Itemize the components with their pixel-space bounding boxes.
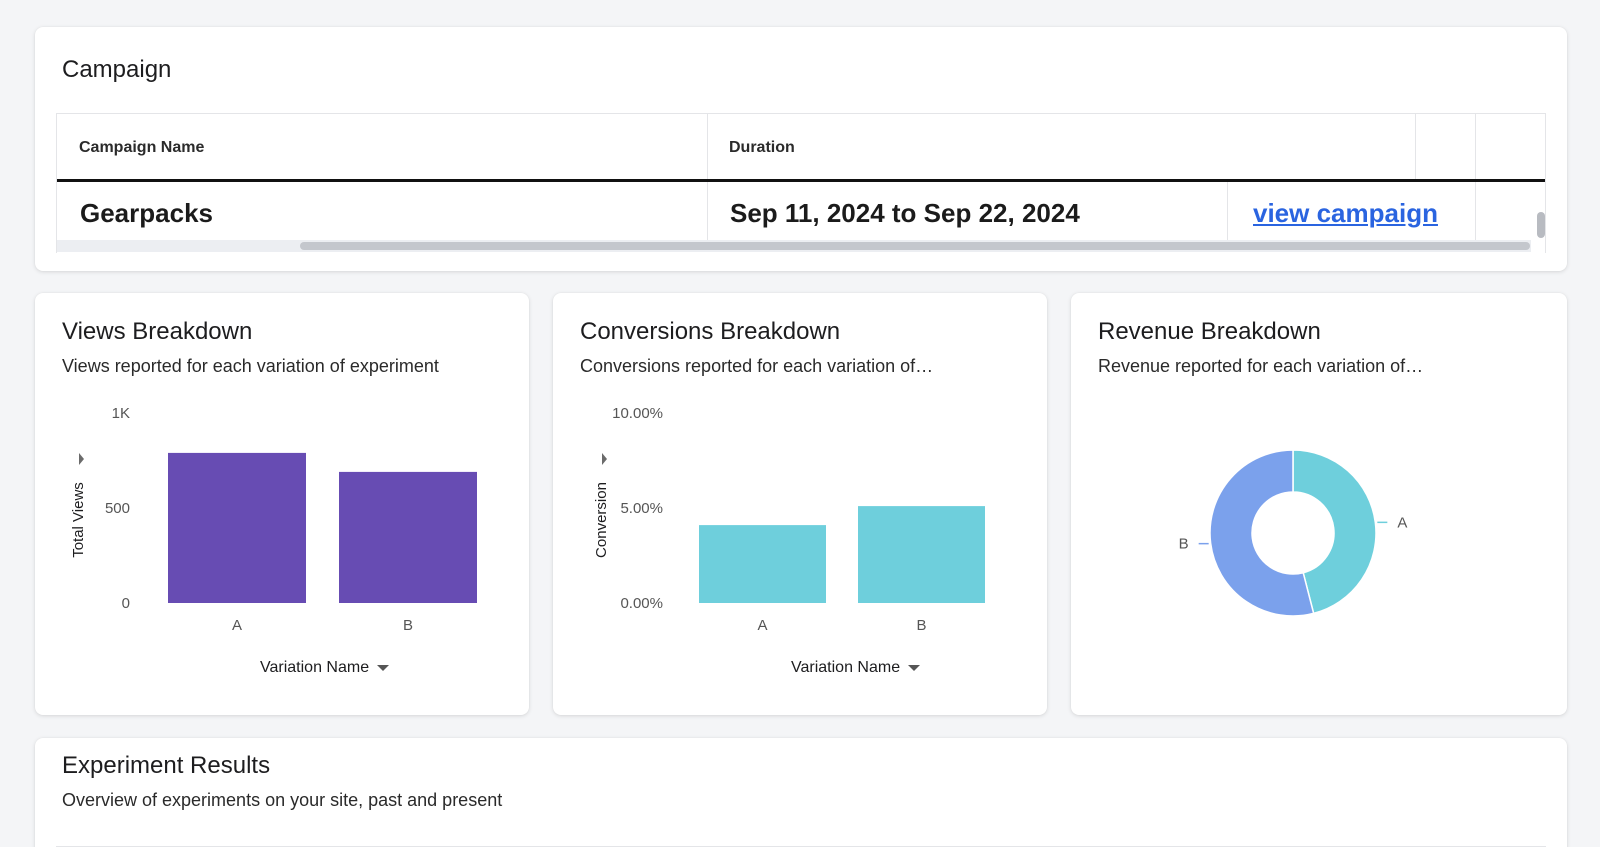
experiment-results-card: Experiment Results Overview of experimen…: [35, 738, 1567, 847]
y-tick-label: 1K: [112, 405, 130, 422]
bar: [339, 471, 477, 603]
y-tick-label: 0.00%: [620, 595, 663, 612]
campaign-title: Campaign: [62, 56, 172, 83]
y-tick-label: 0: [122, 595, 130, 612]
horizontal-scrollbar[interactable]: [57, 240, 1531, 252]
y-tick-label: 10.00%: [612, 405, 663, 422]
view-campaign-link[interactable]: view campaign: [1253, 198, 1438, 228]
revenue-breakdown-card: Revenue Breakdown Revenue reported for e…: [1071, 293, 1567, 715]
chevron-down-icon: [908, 664, 921, 671]
pie-slice: [1209, 449, 1315, 617]
column-divider: [1415, 114, 1416, 180]
campaign-name-cell: Gearpacks: [80, 198, 213, 228]
x-tick-label: A: [232, 617, 242, 634]
y-axis-title: Conversion: [593, 482, 610, 558]
pie-label: B: [1179, 536, 1189, 553]
views-x-axis-label: Variation Name: [260, 659, 370, 676]
experiments-subtitle: Overview of experiments on your site, pa…: [62, 790, 503, 810]
conversions-breakdown-card: Conversions Breakdown Conversions report…: [553, 293, 1047, 715]
vertical-scrollbar-thumb[interactable]: [1537, 212, 1545, 238]
x-tick-label: B: [403, 617, 413, 634]
revenue-donut-chart: AB: [1179, 449, 1407, 617]
y-axis-title: Total Views: [70, 482, 87, 558]
bar: [858, 506, 985, 603]
views-x-axis-button[interactable]: Variation Name: [260, 659, 390, 677]
bar: [168, 452, 306, 603]
conversions-x-axis-label: Variation Name: [791, 659, 901, 676]
column-header-campaign-name[interactable]: Campaign Name: [79, 139, 205, 156]
views-subtitle: Views reported for each variation of exp…: [62, 356, 439, 376]
views-title: Views Breakdown: [62, 318, 253, 345]
pie-slice: [1292, 449, 1377, 615]
conversions-subtitle: Conversions reported for each variation …: [580, 356, 934, 376]
y-tick-label: 500: [105, 500, 130, 517]
revenue-title: Revenue Breakdown: [1098, 318, 1321, 345]
pie-label: A: [1397, 514, 1407, 531]
conversions-title: Conversions Breakdown: [580, 318, 841, 345]
x-tick-label: A: [757, 617, 767, 634]
chevron-down-icon: [377, 664, 390, 671]
column-header-duration[interactable]: Duration: [729, 139, 795, 156]
campaign-table: Campaign Name Duration Gearpacks Sep 11,…: [56, 113, 1546, 253]
column-divider: [1475, 114, 1476, 242]
conversions-x-axis-button[interactable]: Variation Name: [791, 659, 921, 677]
views-breakdown-card: Views Breakdown Views reported for each …: [35, 293, 529, 715]
y-tick-label: 5.00%: [620, 500, 663, 517]
column-divider: [707, 114, 708, 242]
revenue-subtitle: Revenue reported for each variation of…: [1098, 356, 1424, 376]
views-bar-chart: 0 500 1K Total Views A B: [70, 405, 477, 634]
campaign-card: Campaign Campaign Name Duration Gearpack…: [35, 27, 1567, 271]
experiments-title: Experiment Results: [62, 752, 271, 779]
caret-right-icon: [79, 453, 84, 465]
campaign-duration-cell: Sep 11, 2024 to Sep 22, 2024: [730, 198, 1080, 228]
conversions-bar-chart: 0.00% 5.00% 10.00% Conversion A B: [593, 405, 985, 634]
caret-right-icon: [602, 453, 607, 465]
horizontal-scrollbar-thumb[interactable]: [300, 242, 1530, 250]
x-tick-label: B: [916, 617, 926, 634]
column-divider: [1227, 182, 1228, 242]
bar: [699, 525, 826, 603]
header-rule: [57, 179, 1545, 182]
